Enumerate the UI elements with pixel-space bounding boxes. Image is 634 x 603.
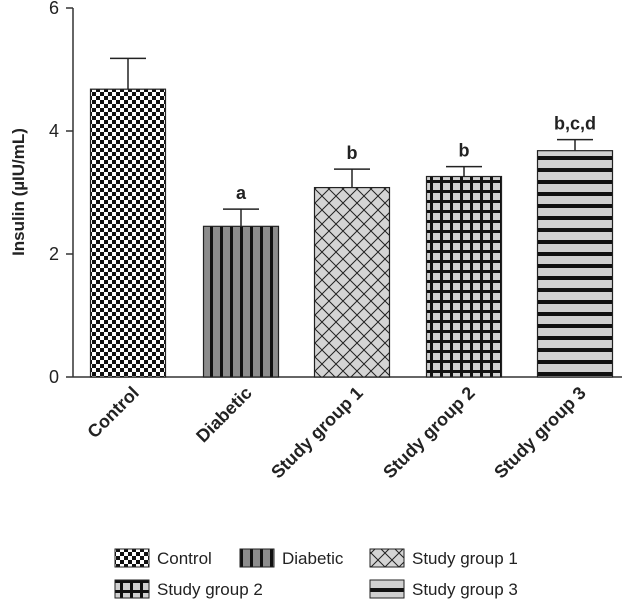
y-ticks: 0 2 4 6 [49,0,73,387]
significance-label-study-group-3: b,c,d [554,114,596,134]
legend-item-study-group-1: Study group 1 [369,548,518,568]
bar-control [89,88,167,378]
bars: a b b b,c,d [89,57,614,378]
legend-swatch-control [114,548,150,568]
category-label-control: Control [83,383,142,442]
category-label-study-group-3: Study group 3 [490,383,590,483]
legend-item-control: Control [114,548,212,568]
significance-label-diabetic: a [236,183,247,203]
category-label-diabetic: Diabetic [192,383,256,447]
y-tick-label: 4 [49,121,59,141]
significance-label-study-group-1: b [347,143,358,163]
legend-swatch-diabetic [239,548,275,568]
bar-study-group-3 [536,150,614,378]
bar-diabetic [202,225,280,378]
legend-label-study-group-3: Study group 3 [412,580,518,599]
legend-swatch-study-group-1 [369,548,405,568]
legend-item-study-group-2: Study group 2 [114,579,263,599]
legend-label-study-group-2: Study group 2 [157,580,263,599]
y-axis-label: Insulin (µIU/mL) [9,128,28,256]
category-labels: Control Diabetic Study group 1 Study group … [83,383,589,483]
category-label-study-group-1: Study group 1 [267,383,367,483]
category-label-study-group-2: Study group 2 [379,383,479,483]
y-tick-label: 6 [49,0,59,18]
legend-swatch-study-group-2 [114,579,150,599]
bar-study-group-2 [425,175,503,378]
legend-item-diabetic: Diabetic [239,548,344,568]
legend-label-diabetic: Diabetic [282,549,344,568]
y-tick-label: 2 [49,244,59,264]
legend-label-control: Control [157,549,212,568]
y-tick-label: 0 [49,367,59,387]
legend: Control Diabetic Study group 1 Study gro… [114,548,518,599]
legend-item-study-group-3: Study group 3 [369,579,518,599]
significance-label-study-group-2: b [459,141,470,161]
legend-swatch-study-group-3 [369,579,405,599]
legend-label-study-group-1: Study group 1 [412,549,518,568]
bar-study-group-1 [313,186,391,378]
